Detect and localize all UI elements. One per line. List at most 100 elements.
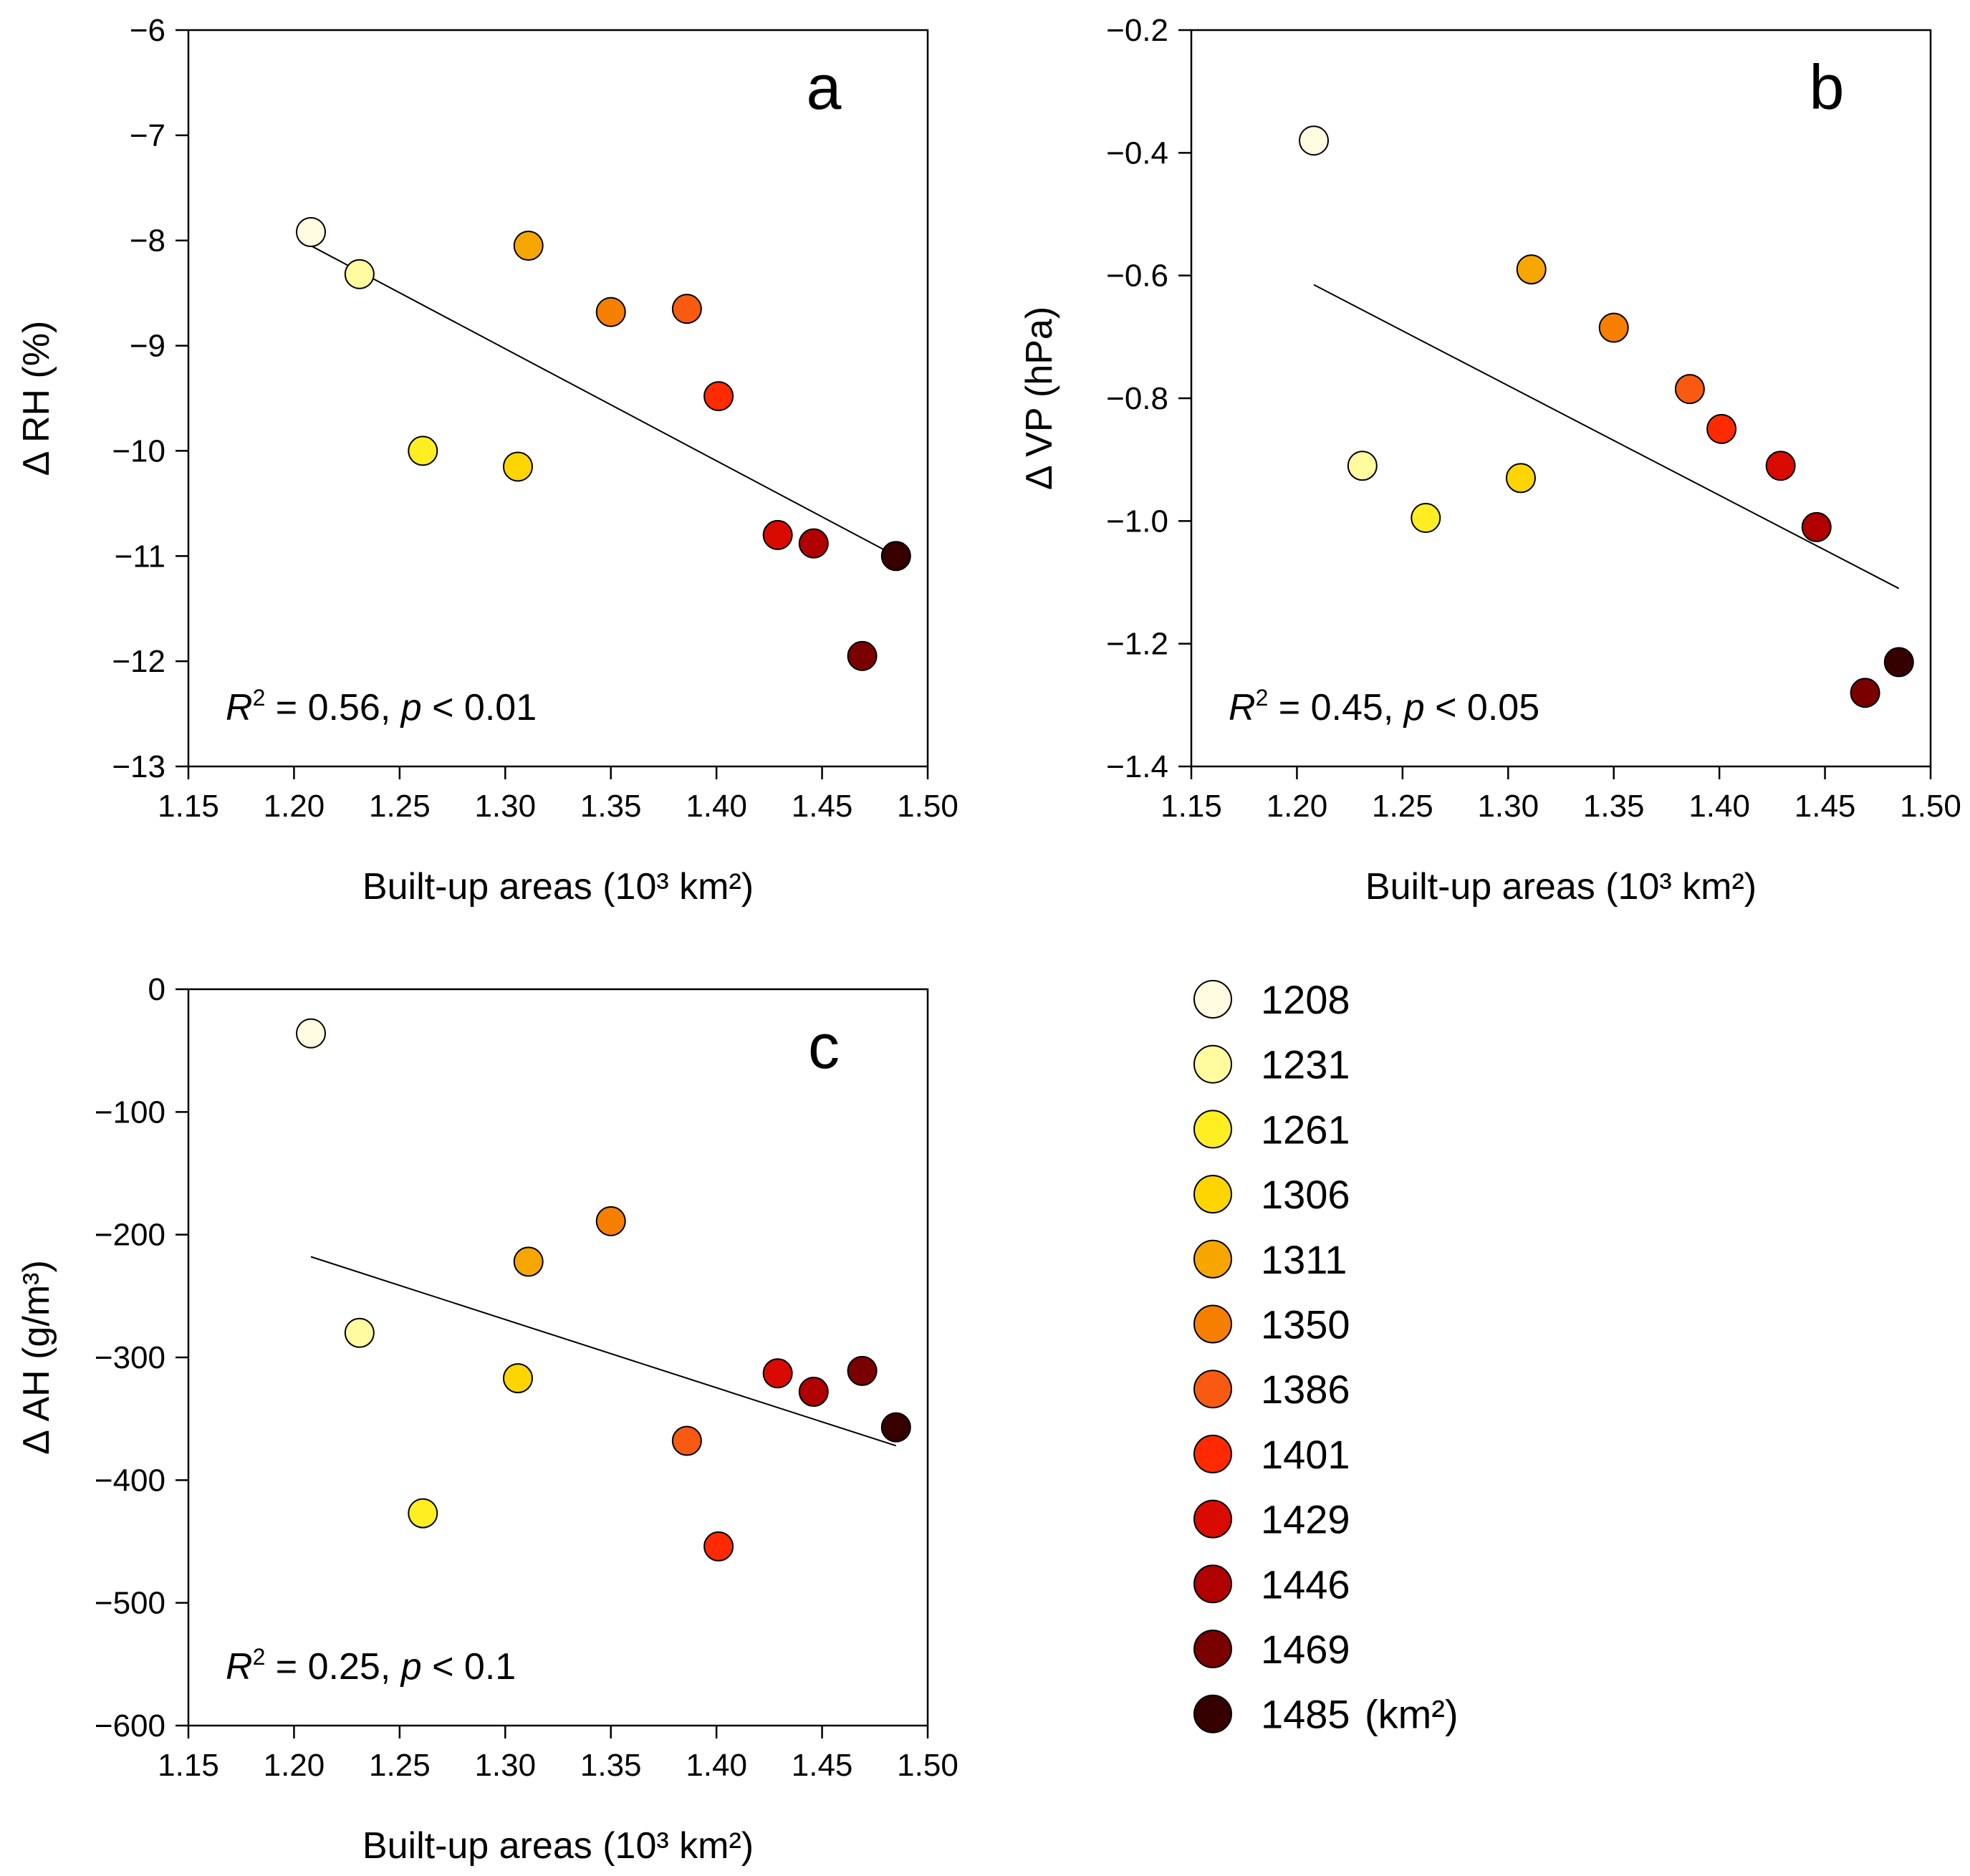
stat-threshold: < 0.01 [422, 687, 537, 728]
x-tick-label: 1.30 [474, 1748, 536, 1783]
x-tick-label: 1.20 [264, 789, 325, 824]
y-tick-label: −400 [95, 1463, 165, 1498]
x-tick-label: 1.40 [686, 789, 747, 824]
x-axis-title-unit: (10³ km²) [602, 1825, 754, 1867]
x-axis-title-unit: (10³ km²) [1605, 866, 1757, 908]
y-tick-label: −12 [112, 644, 165, 679]
y-tick-label: −13 [112, 749, 165, 784]
x-tick-label: 1.50 [897, 789, 958, 824]
stat-threshold: < 0.05 [1425, 687, 1539, 728]
stat-p: p [400, 687, 422, 728]
data-point-1261 [1411, 503, 1441, 534]
data-point-1231 [344, 259, 375, 289]
legend-label-1231: 1231 [1261, 1042, 1350, 1087]
data-point-1401 [703, 381, 734, 412]
x-axis-title: Built-up areas (10³ km²) [1365, 866, 1757, 908]
stat-annotation: R2 = 0.45, p < 0.05 [1229, 685, 1539, 728]
panel-b: 1.15 1.20 1.25 1.30 1.35 1.40 1.45 1.50 −0.2 −0.4… [1019, 13, 1961, 908]
data-point-1469 [1850, 678, 1880, 708]
y-tick-label: −10 [112, 433, 165, 468]
data-point-1231 [1347, 451, 1378, 481]
legend-marker-1401 [1193, 1434, 1232, 1473]
y-tick-label: −1.0 [1106, 504, 1168, 539]
y-axis-title: Δ AH (g/m³) [16, 1260, 57, 1455]
stat-value: = 0.45, [1268, 687, 1403, 728]
y-tick-label: −7 [130, 118, 165, 153]
x-tick-label: 1.20 [264, 1748, 325, 1783]
y-tick-label: −300 [95, 1340, 165, 1375]
legend-label-1485: 1485 [1261, 1692, 1350, 1737]
y-tick-label: −0.4 [1106, 135, 1168, 170]
y-tick-label: −100 [95, 1095, 165, 1130]
data-point-1485 [1883, 647, 1914, 678]
panel-c: 1.15 1.20 1.25 1.30 1.35 1.40 1.45 1.50 0 −100 −20… [16, 972, 958, 1867]
legend-marker-1306 [1193, 1175, 1232, 1214]
stat-value: = 0.25, [265, 1646, 400, 1688]
x-tick-label: 1.35 [1583, 789, 1645, 824]
y-tick-label: −200 [95, 1218, 165, 1253]
x-tick-label: 1.25 [369, 789, 431, 824]
x-tick-label: 1.30 [474, 789, 536, 824]
y-tick-label: −8 [130, 223, 165, 259]
panel-letter: c [808, 1011, 840, 1082]
y-tick-label: −600 [95, 1708, 165, 1743]
stat-superscript: 2 [253, 685, 266, 711]
data-point-1231 [344, 1317, 375, 1348]
legend-marker-1208 [1193, 980, 1232, 1019]
legend-label-1311: 1311 [1261, 1237, 1347, 1282]
data-point-1311 [1516, 254, 1547, 285]
legend-label-1208: 1208 [1261, 977, 1350, 1022]
data-point-1306 [502, 1363, 533, 1394]
legend-marker-1311 [1193, 1239, 1232, 1279]
panel-letter: a [807, 52, 842, 122]
x-tick-label: 1.45 [792, 1748, 853, 1783]
data-point-1350 [595, 1206, 626, 1236]
stat-r: R [1229, 687, 1256, 728]
x-tick-label: 1.50 [897, 1748, 958, 1783]
y-tick-label: −0.2 [1106, 13, 1168, 48]
data-point-1261 [408, 1498, 438, 1529]
data-point-1386 [1674, 374, 1705, 405]
data-point-1311 [513, 1246, 544, 1277]
legend: 1208 1231 1261 1306 1311 1350 1386 1401 1429 1446… [1193, 977, 1459, 1737]
stat-superscript: 2 [1256, 685, 1269, 711]
x-tick-label: 1.35 [580, 1748, 642, 1783]
data-point-1485 [880, 1412, 911, 1443]
stat-value: = 0.56, [265, 687, 400, 728]
data-point-1485 [880, 541, 911, 572]
legend-marker-1386 [1193, 1370, 1232, 1409]
panel-letter: b [1810, 52, 1845, 122]
plot-frame [187, 988, 929, 1727]
x-tick-label: 1.45 [1794, 789, 1856, 824]
data-point-1469 [847, 640, 878, 671]
y-axis-title: Δ RH (%) [16, 321, 57, 476]
stat-p: p [400, 1646, 422, 1688]
data-point-1446 [1801, 511, 1832, 542]
data-point-1429 [762, 519, 793, 550]
legend-marker-1231 [1193, 1044, 1232, 1084]
legend-marker-1469 [1193, 1630, 1232, 1668]
legend-marker-1350 [1193, 1304, 1232, 1344]
x-tick-label: 1.15 [1161, 789, 1222, 824]
data-point-1386 [671, 1425, 702, 1456]
x-tick-label: 1.50 [1900, 789, 1961, 824]
regression-line [1313, 284, 1900, 590]
x-tick-label: 1.15 [158, 789, 219, 824]
y-tick-label: −9 [130, 329, 165, 364]
y-tick-label: −500 [95, 1586, 165, 1621]
data-point-1469 [847, 1355, 878, 1386]
data-point-1306 [502, 451, 533, 482]
legend-label-1401: 1401 [1261, 1432, 1350, 1477]
data-point-1401 [703, 1531, 734, 1562]
data-point-1446 [798, 528, 829, 559]
x-axis-title-unit: (10³ km²) [602, 866, 754, 908]
data-point-1429 [1765, 451, 1796, 481]
legend-marker-1485 [1193, 1694, 1232, 1733]
legend-label-1306: 1306 [1261, 1172, 1350, 1217]
x-tick-label: 1.30 [1477, 789, 1539, 824]
y-tick-label: −6 [130, 13, 165, 48]
x-tick-label: 1.45 [792, 789, 853, 824]
legend-marker-1429 [1193, 1499, 1232, 1539]
legend-label-1261: 1261 [1261, 1107, 1350, 1152]
panel-a: 1.15 1.20 1.25 1.30 1.35 1.40 1.45 1.50 −6 −7 −8 −9… [16, 13, 958, 908]
